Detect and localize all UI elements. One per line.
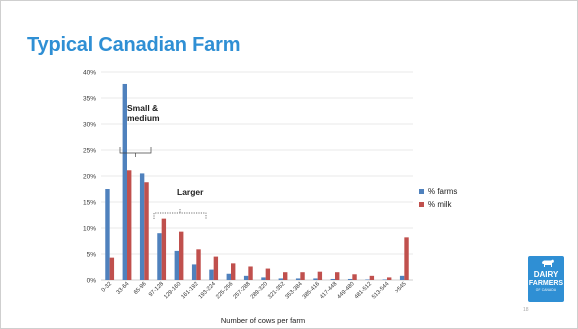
annotation-small-medium: Small & medium (127, 103, 160, 123)
legend-swatch-milk (419, 202, 424, 207)
bar-milk (300, 272, 305, 280)
logo-line-of-canada: OF CANADA (535, 288, 557, 292)
bracket-larger (153, 212, 207, 219)
bar-milk (179, 231, 184, 280)
bar-milk (144, 182, 149, 280)
bar-farms (278, 278, 283, 280)
x-tick-label: 65-96 (133, 281, 148, 296)
bar-farms (382, 279, 387, 280)
y-tick-label: 35% (83, 96, 96, 103)
bar-farms (295, 278, 301, 280)
bar-milk (369, 275, 375, 280)
bar-farms (174, 250, 179, 280)
cow-icon (542, 259, 554, 267)
bar-farms (139, 173, 145, 280)
bar-milk (335, 272, 340, 280)
annotation-larger: Larger (177, 187, 204, 197)
bar-farms (105, 189, 110, 280)
bar-farms (226, 273, 231, 280)
logo-line-farmers: FARMERS (528, 280, 564, 287)
legend-swatch-farms (419, 189, 424, 194)
x-tick-label: 417-448 (319, 281, 338, 300)
dairy-farmers-logo: DAIRY FARMERS OF CANADA (528, 256, 564, 302)
bar-farms (347, 278, 353, 280)
x-tick-label: 257-288 (232, 281, 251, 300)
page-number: 18 (523, 307, 529, 313)
chart-legend: % farms % milk (419, 185, 457, 211)
y-tick-label: 40% (83, 70, 96, 77)
x-tick-label: 129-160 (163, 281, 182, 300)
legend-label-milk: % milk (428, 200, 452, 209)
x-axis-label: Number of cows per farm (221, 316, 305, 325)
x-tick-label: 385-416 (302, 281, 321, 300)
bar-milk (317, 271, 323, 280)
x-tick-label: 161-192 (180, 281, 199, 300)
bar-farms (243, 275, 249, 280)
x-tick-label: 225-256 (215, 281, 234, 300)
x-tick-label: >545 (394, 281, 407, 294)
x-tick-label: 33-64 (116, 281, 131, 296)
bar-milk (161, 218, 167, 280)
bar-milk (248, 266, 253, 280)
bar-milk (352, 274, 357, 280)
bar-milk (231, 263, 236, 280)
bar-farms (365, 279, 370, 280)
bar-farms (399, 275, 405, 280)
y-tick-label: 0% (87, 278, 97, 285)
legend-label-farms: % farms (428, 187, 458, 196)
x-tick-label: 353-384 (284, 281, 304, 301)
x-tick-label: 0-32 (101, 281, 113, 293)
bar-farms (122, 83, 127, 281)
bar-milk (404, 237, 409, 280)
y-tick-label: 30% (83, 122, 96, 129)
bar-farms (191, 264, 197, 280)
bar-milk (265, 268, 271, 280)
x-tick-label: 193-224 (198, 281, 218, 301)
bar-farms (209, 269, 214, 280)
bar-milk (109, 257, 115, 280)
bar-milk (196, 249, 201, 280)
bar-farms (330, 278, 335, 280)
logo-line-dairy: DAIRY (533, 270, 559, 279)
y-tick-label: 10% (83, 226, 96, 233)
x-tick-label: 449-480 (336, 281, 355, 300)
bar-milk (387, 277, 392, 280)
bar-milk (283, 272, 288, 280)
y-tick-label: 20% (83, 174, 96, 181)
bar-farms (313, 278, 318, 280)
x-tick-label: 289-320 (250, 281, 269, 300)
bar-farms (261, 277, 266, 280)
bar-farms (157, 233, 162, 280)
slide-title: Typical Canadian Farm (27, 34, 241, 56)
y-tick-label: 5% (87, 252, 97, 259)
legend-item-milk: % milk (419, 198, 457, 211)
bar-milk (127, 170, 132, 280)
legend-item-farms: % farms (419, 185, 457, 198)
bar-milk (213, 256, 219, 280)
x-tick-label: 321-352 (267, 281, 286, 300)
y-tick-label: 25% (83, 148, 96, 155)
x-tick-label: 481-512 (354, 281, 373, 300)
x-tick-label: 513-544 (371, 281, 391, 301)
y-tick-label: 15% (83, 200, 96, 207)
